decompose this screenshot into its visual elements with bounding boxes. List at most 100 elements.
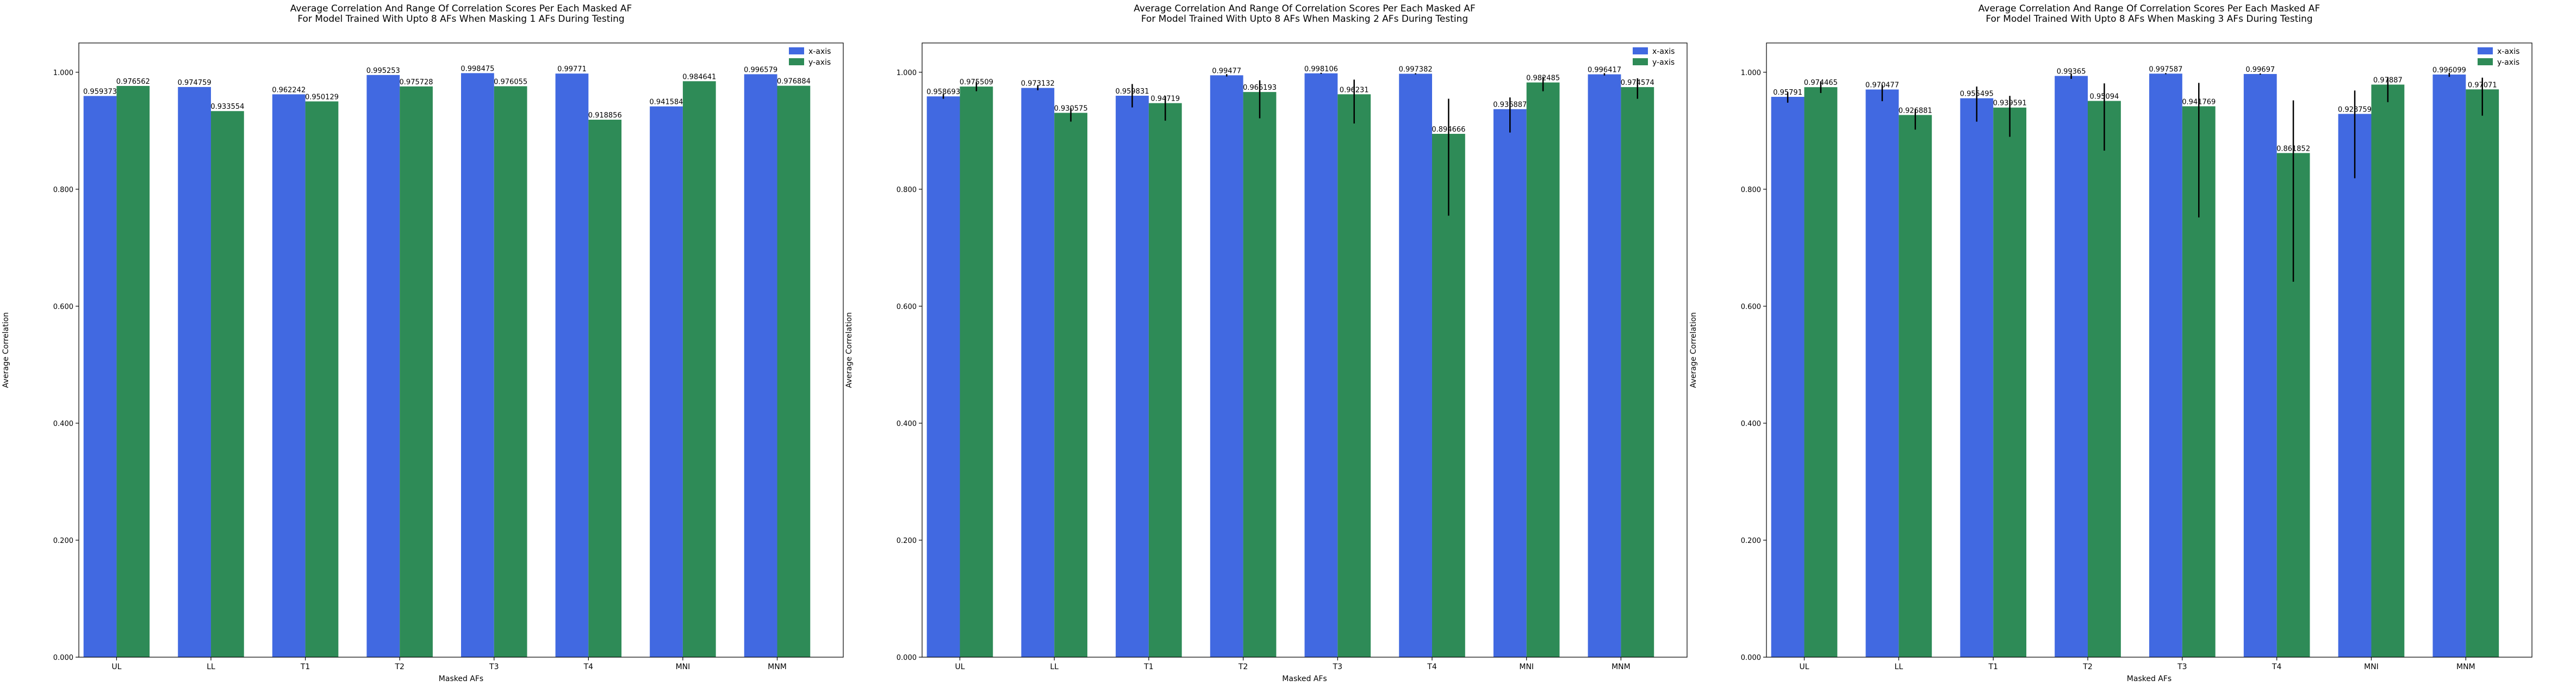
bar-x-axis-MNI [2338,114,2372,658]
chart-title: For Model Trained With Upto 8 AFs When M… [1986,14,2312,24]
chart-title: Average Correlation And Range Of Correla… [1978,3,2320,14]
bar-x-axis-LL [1021,88,1055,658]
data-label-x-axis-LL: 0.970477 [1865,82,1899,90]
legend-label-x-axis: x-axis [2497,47,2519,56]
y-tick-label: 0.000 [1741,654,1761,662]
bar-y-axis-UL [1804,87,1838,657]
data-label-y-axis-T2: 0.966193 [1243,84,1277,92]
bar-y-axis-T2 [1243,92,1277,658]
data-label-x-axis-T1: 0.959831 [1115,88,1149,96]
data-label-x-axis-T3: 0.998475 [461,65,494,73]
data-label-y-axis-LL: 0.930575 [1054,104,1088,113]
data-label-y-axis-MNI: 0.984641 [682,73,716,81]
bar-y-axis-T4 [588,120,622,657]
y-tick-label: 0.400 [897,420,917,428]
x-tick-label-LL: LL [1895,663,1903,671]
data-label-y-axis-T4: 0.861852 [2276,145,2310,153]
x-tick-label-T4: T4 [583,663,594,671]
bar-x-axis-T3 [461,73,494,658]
bar-x-axis-T1 [1960,98,1994,658]
y-tick-label: 0.600 [53,303,73,311]
bar-x-axis-MNI [650,106,683,658]
data-label-y-axis-T1: 0.94719 [1150,95,1180,103]
data-label-x-axis-T4: 0.99771 [557,65,587,73]
bar-x-axis-T2 [2055,76,2088,658]
legend: x-axis y-axis [1633,47,1675,67]
bar-x-axis-T3 [2149,73,2182,658]
y-tick-label: 0.400 [1741,420,1761,428]
data-label-x-axis-MNI: 0.928759 [2338,106,2372,114]
data-label-x-axis-T2: 0.995253 [366,67,400,75]
bar-x-axis-T1 [272,94,306,658]
data-label-x-axis-T3: 0.998106 [1304,65,1338,73]
bar-y-axis-MNI [1526,82,1560,657]
data-label-y-axis-UL: 0.974465 [1804,79,1838,87]
chart-title: For Model Trained With Upto 8 AFs When M… [1141,14,1468,24]
data-label-y-axis-T1: 0.939591 [1993,100,2027,108]
data-label-x-axis-UL: 0.95791 [1773,89,1802,97]
legend: x-axis y-axis [2478,47,2519,67]
x-tick-label-LL: LL [207,663,215,671]
chart-panel-2: Average Correlation And Range Of Correla… [845,3,1688,683]
bar-x-axis-T4 [2243,74,2277,657]
plot-frame [1766,42,2533,658]
bar-y-axis-T3 [1337,94,1371,658]
x-tick-label-MNM: MNM [768,663,787,671]
bar-x-axis-MNI [1493,109,1527,657]
bar-y-axis-LL [211,111,244,658]
y-tick-label: 0.800 [53,186,73,194]
data-label-y-axis-MNI: 0.97887 [2373,76,2403,84]
data-label-y-axis-T4: 0.918856 [588,112,622,120]
bar-x-axis-MNM [744,74,777,657]
x-tick-label-T1: T1 [1143,663,1153,671]
legend-swatch-x-axis [789,47,804,54]
data-label-x-axis-T1: 0.955495 [1960,90,1994,98]
bar-x-axis-T1 [1116,95,1149,658]
data-label-x-axis-T2: 0.99365 [2057,68,2086,76]
data-label-y-axis-T4: 0.894666 [1432,126,1465,134]
x-tick-label-T2: T2 [394,663,404,671]
y-axis-label: Average Correlation [2,312,10,388]
bar-y-axis-T2 [2088,101,2121,658]
x-tick-label-T3: T3 [2177,663,2187,671]
plot-frame [78,42,844,658]
data-label-y-axis-T3: 0.96231 [1340,86,1369,94]
legend-label-y-axis: y-axis [1652,58,1675,67]
legend-swatch-y-axis [2478,58,2493,65]
data-label-x-axis-UL: 0.958693 [926,88,960,96]
legend-label-y-axis: y-axis [808,58,831,67]
data-label-x-axis-MNM: 0.996579 [744,66,777,74]
y-tick-label: 0.200 [1741,537,1761,545]
y-tick-label: 1.000 [1741,69,1761,77]
bar-y-axis-MNM [2466,89,2499,658]
bar-x-axis-T4 [1399,73,1432,657]
y-axis-label: Average Correlation [845,312,854,388]
bar-y-axis-LL [1899,115,1932,658]
data-label-y-axis-T3: 0.941769 [2182,98,2216,106]
x-tick-label-UL: UL [111,663,121,671]
data-label-x-axis-MNI: 0.941584 [650,98,683,107]
data-label-y-axis-T2: 0.95094 [2090,93,2119,101]
data-label-x-axis-LL: 0.973132 [1021,80,1055,88]
data-label-x-axis-LL: 0.974759 [178,79,211,87]
bar-x-axis-LL [178,86,211,658]
bar-x-axis-LL [1865,89,1899,658]
data-label-y-axis-MNI: 0.982485 [1526,75,1560,83]
data-label-y-axis-T2: 0.975728 [400,78,433,86]
y-axis-label: Average Correlation [1689,312,1698,388]
bar-y-axis-MNM [1621,87,1654,657]
bar-y-axis-T3 [494,86,527,657]
data-label-y-axis-UL: 0.976562 [116,78,150,86]
data-label-x-axis-T4: 0.99697 [2245,66,2275,74]
bar-y-axis-T4 [1432,134,1465,658]
x-axis-label: Masked AFs [1282,675,1327,683]
legend-swatch-y-axis [1633,58,1648,65]
bar-y-axis-T1 [305,101,339,657]
data-label-y-axis-MNM: 0.976884 [777,78,811,86]
data-label-y-axis-LL: 0.926881 [1899,107,1932,115]
x-tick-label-MNI: MNI [2364,663,2379,671]
bar-y-axis-T2 [400,86,433,657]
bar-y-axis-UL [960,86,993,657]
x-tick-label-T3: T3 [1333,663,1342,671]
